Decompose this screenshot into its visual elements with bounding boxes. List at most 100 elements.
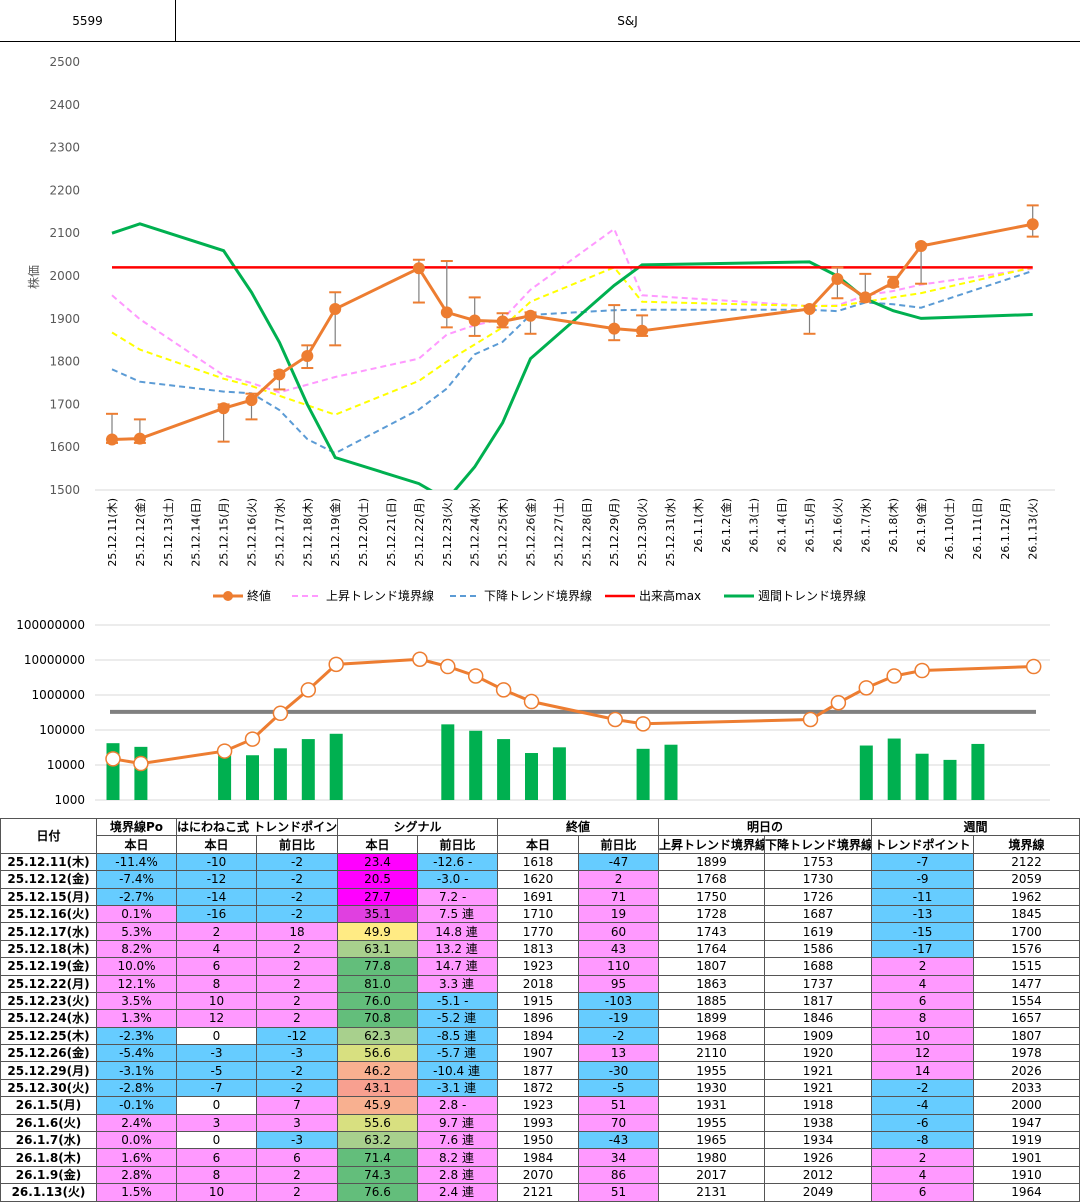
date: 25.12.15(月) xyxy=(0,887,97,906)
signal-diff-value: -12.6 xyxy=(433,854,465,869)
cell-signal: 76.0 xyxy=(337,991,418,1011)
close-point xyxy=(496,315,509,328)
volume-bar xyxy=(441,724,455,800)
cell-signal: 23.4 xyxy=(337,852,418,872)
cell-weekly-line: 2122 xyxy=(973,852,1080,872)
cell-signal-diff: -5.1 - xyxy=(416,991,499,1011)
cell-signal: 71.4 xyxy=(337,1148,418,1167)
table-row: 25.12.29(月) -3.1% -5 -2 46.2 -10.4 連 1877 -30 19… xyxy=(0,1061,1080,1080)
table-row: 25.12.12(金) -7.4% -12 -2 20.5 -3.0 -1620 2 1768… xyxy=(0,870,1080,889)
cell-signal: 45.9 xyxy=(337,1096,418,1115)
legend-label: 終値 xyxy=(247,588,271,603)
x-tick-label: 25.12.31(水) xyxy=(664,498,677,567)
cell-down-line: 1817 xyxy=(764,991,873,1011)
volume-bar xyxy=(915,753,929,800)
close-point xyxy=(217,402,230,415)
close-point xyxy=(887,276,900,289)
cell-close-diff: 70 xyxy=(578,1113,660,1133)
cell-close: 1710 xyxy=(497,904,580,924)
cell-close: 1618 xyxy=(497,852,580,872)
signal-suffix: 連 xyxy=(464,1028,477,1043)
volume-average-point xyxy=(830,695,847,711)
signal-suffix: 連 xyxy=(461,1133,474,1148)
cell-tp: -7 xyxy=(176,1078,257,1098)
cell-tpd: -2 xyxy=(256,852,338,872)
cell-close-diff: 110 xyxy=(578,957,660,976)
volume-average-point xyxy=(105,751,121,767)
sub-header: 本日 xyxy=(96,835,177,854)
cell-down-line: 1726 xyxy=(764,887,873,906)
cell-tpd: 2 xyxy=(256,939,338,959)
y-tick-label: 10000 xyxy=(47,758,85,772)
legend-label: 出来高max xyxy=(639,588,701,603)
date: 25.12.26(金) xyxy=(0,1044,97,1063)
y-tick-label: 100000 xyxy=(39,723,85,737)
date: 25.12.22(月) xyxy=(0,974,97,993)
cell-close: 1877 xyxy=(497,1061,580,1080)
cell-tp: 0 xyxy=(176,1131,257,1150)
cell-tpd: 2 xyxy=(256,1009,338,1028)
series-line-終値 xyxy=(111,222,1033,441)
volume-average-point xyxy=(523,693,540,710)
x-tick-label: 25.12.27(土) xyxy=(552,498,565,567)
y-tick-label: 1000000 xyxy=(32,688,85,702)
cell-up-line: 1764 xyxy=(658,939,766,959)
cell-po: 12.1% xyxy=(96,974,177,993)
signal-suffix: 連 xyxy=(461,1168,474,1182)
cell-up-line: 1728 xyxy=(658,904,766,924)
signal-suffix: 連 xyxy=(465,959,478,974)
cell-signal-diff: -5.7 連 xyxy=(416,1044,499,1063)
cell-weekly-tp: 8 xyxy=(871,1009,975,1028)
cell-up-line: 1899 xyxy=(658,852,766,872)
cell-close: 1993 xyxy=(497,1113,580,1133)
cell-tp: -3 xyxy=(176,1044,257,1063)
close-point xyxy=(524,309,537,322)
volume-average-point xyxy=(1025,658,1042,675)
close-point xyxy=(133,432,146,445)
cell-tp: 8 xyxy=(176,974,257,993)
cell-up-line: 2131 xyxy=(658,1183,766,1202)
date: 25.12.24(水) xyxy=(0,1009,97,1028)
cell-tp: 10 xyxy=(176,991,257,1011)
signal-diff-value: 7.2 xyxy=(439,889,459,904)
signal-suffix: 連 xyxy=(461,1115,474,1130)
cell-po: -2.3% xyxy=(96,1026,177,1046)
table-row: 25.12.15(月) -2.7% -14 -2 27.7 7.2 -1691 71 1750… xyxy=(0,887,1080,906)
close-point xyxy=(915,240,928,253)
cell-down-line: 1921 xyxy=(764,1061,873,1080)
close-point xyxy=(440,306,453,319)
signal-diff-value: 2.8 xyxy=(439,1098,459,1113)
header-bar: 5599 S&J xyxy=(0,0,1080,42)
cell-close: 1872 xyxy=(497,1078,580,1098)
x-tick-label: 25.12.28(日) xyxy=(580,498,593,567)
x-tick-label: 26.1.5(月) xyxy=(804,498,817,553)
signal-suffix: 連 xyxy=(467,1063,480,1078)
x-tick-label: 26.1.1(木) xyxy=(692,498,705,553)
signal-suffix: 連 xyxy=(461,1185,474,1200)
cell-up-line: 1968 xyxy=(658,1026,766,1046)
cell-weekly-line: 1947 xyxy=(973,1113,1080,1133)
cell-up-line: 1980 xyxy=(658,1148,766,1167)
signal-diff-value: -5.7 xyxy=(436,1046,461,1061)
signal-diff-value: -3.0 xyxy=(436,872,461,887)
cell-tpd: 2 xyxy=(256,1183,338,1202)
volume-bar xyxy=(943,759,957,800)
cell-signal: 27.7 xyxy=(337,887,418,906)
cell-weekly-tp: 6 xyxy=(871,991,975,1011)
signal-suffix: - xyxy=(464,872,469,887)
date: 25.12.17(水) xyxy=(0,922,97,941)
x-tick-label: 26.1.7(水) xyxy=(859,498,872,553)
cell-weekly-tp: -13 xyxy=(871,904,975,924)
cell-weekly-tp: 14 xyxy=(871,1061,975,1080)
cell-weekly-tp: 4 xyxy=(871,1165,975,1185)
cell-tp: -12 xyxy=(176,870,257,889)
date: 26.1.6(火) xyxy=(0,1113,97,1133)
cell-up-line: 1965 xyxy=(658,1131,766,1150)
cell-tpd: -3 xyxy=(256,1131,338,1150)
cell-tp: 3 xyxy=(176,1113,257,1133)
cell-po: 8.2% xyxy=(96,939,177,959)
x-tick-label: 26.1.11(日) xyxy=(971,498,984,560)
volume-average-point xyxy=(914,662,930,679)
cell-tpd: 2 xyxy=(256,974,338,993)
group-header-row: 日付 境界線Po はにわねこ式 トレンドポイント シグナル 終値 明日の 週間 xyxy=(0,817,1080,854)
